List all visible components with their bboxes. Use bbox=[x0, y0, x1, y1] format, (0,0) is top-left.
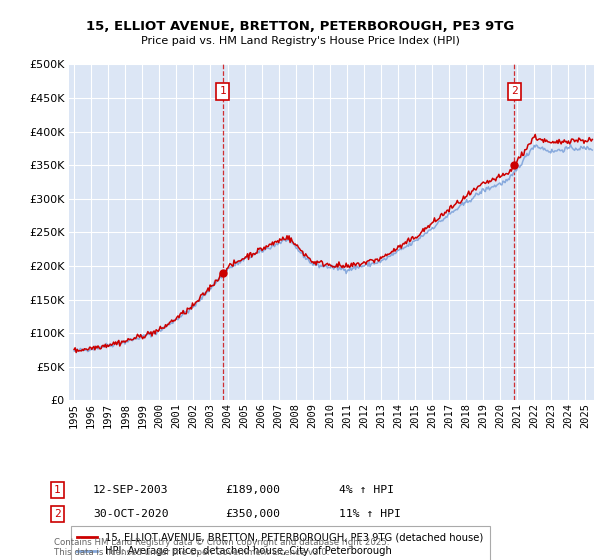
Text: 2: 2 bbox=[511, 86, 518, 96]
Text: 1: 1 bbox=[219, 86, 226, 96]
Text: Contains HM Land Registry data © Crown copyright and database right 2025.
This d: Contains HM Land Registry data © Crown c… bbox=[54, 538, 389, 557]
Text: Price paid vs. HM Land Registry's House Price Index (HPI): Price paid vs. HM Land Registry's House … bbox=[140, 36, 460, 46]
Text: £350,000: £350,000 bbox=[225, 509, 280, 519]
Text: 4% ↑ HPI: 4% ↑ HPI bbox=[339, 485, 394, 495]
Text: 2: 2 bbox=[54, 509, 61, 519]
Text: 15, ELLIOT AVENUE, BRETTON, PETERBOROUGH, PE3 9TG: 15, ELLIOT AVENUE, BRETTON, PETERBOROUGH… bbox=[86, 20, 514, 32]
Text: 11% ↑ HPI: 11% ↑ HPI bbox=[339, 509, 401, 519]
Legend: 15, ELLIOT AVENUE, BRETTON, PETERBOROUGH, PE3 9TG (detached house), HPI: Average: 15, ELLIOT AVENUE, BRETTON, PETERBOROUGH… bbox=[71, 526, 490, 560]
Text: 1: 1 bbox=[54, 485, 61, 495]
Text: 12-SEP-2003: 12-SEP-2003 bbox=[93, 485, 169, 495]
Text: 30-OCT-2020: 30-OCT-2020 bbox=[93, 509, 169, 519]
Text: £189,000: £189,000 bbox=[225, 485, 280, 495]
